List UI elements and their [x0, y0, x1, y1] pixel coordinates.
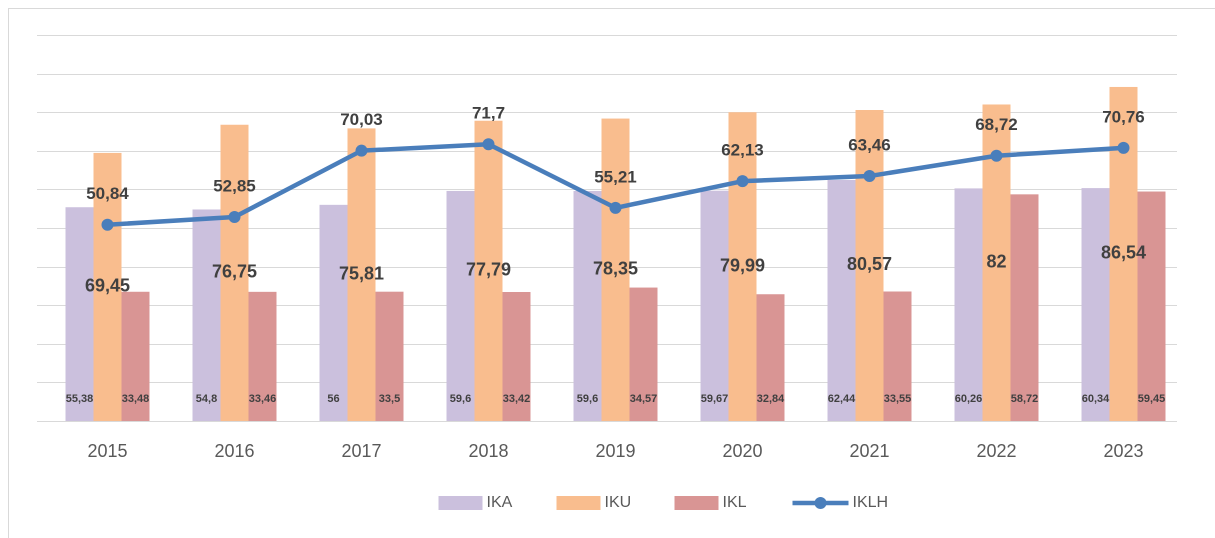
line-marker [101, 218, 114, 231]
data-label: 62,44 [828, 393, 856, 405]
bar [700, 190, 729, 421]
legend: IKA IKU IKL IKLH [438, 494, 889, 511]
bar [319, 204, 348, 421]
line-marker [863, 170, 876, 183]
data-label: 54,8 [196, 393, 217, 405]
line-data-label: 50,84 [86, 184, 129, 203]
line-data-label: 70,76 [1102, 107, 1145, 126]
data-label: 59,67 [701, 393, 729, 405]
data-label: 33,55 [884, 393, 912, 405]
bar [855, 109, 884, 421]
bar [93, 152, 122, 421]
data-label: 59,45 [1138, 393, 1166, 405]
bar [446, 190, 475, 421]
line-data-label: 70,03 [340, 110, 383, 129]
bar [1010, 194, 1039, 421]
data-label: 33,46 [249, 393, 277, 405]
legend-label: IKLH [853, 494, 889, 511]
data-label: 33,42 [503, 393, 531, 405]
line-data-label: 55,21 [594, 167, 637, 186]
bar [220, 124, 249, 422]
data-label: 60,34 [1082, 393, 1110, 405]
data-label: 56 [327, 393, 339, 405]
x-tick-label: 2017 [341, 441, 381, 461]
bar [192, 209, 221, 421]
bar [375, 291, 404, 421]
line-marker [1117, 141, 1130, 154]
line-data-label: 63,46 [848, 136, 891, 155]
x-tick-label: 2015 [87, 441, 127, 461]
line-marker [736, 175, 749, 188]
data-label: 69,45 [85, 276, 130, 296]
data-label: 78,35 [593, 259, 638, 279]
bar [121, 291, 150, 421]
bar [502, 291, 531, 421]
line-marker [355, 144, 368, 157]
x-tick-label: 2019 [595, 441, 635, 461]
x-tick-label: 2022 [976, 441, 1016, 461]
data-label: 76,75 [212, 262, 257, 282]
line-data-label: 52,85 [213, 176, 256, 195]
data-label: 59,6 [450, 393, 471, 405]
bar [756, 294, 785, 421]
data-label: 79,99 [720, 255, 765, 275]
line-marker [228, 210, 241, 223]
data-label: 33,48 [122, 393, 150, 405]
data-label: 32,84 [757, 393, 785, 405]
legend-label: IKL [723, 494, 747, 511]
legend-swatch [556, 496, 601, 510]
labels: 2015 55,38 69,45 33,48 2016 54,8 76,75 33,46 201… [66, 104, 1166, 461]
bar [827, 179, 856, 421]
bars [65, 86, 1166, 422]
bar [474, 120, 503, 422]
data-label: 77,79 [466, 260, 511, 280]
legend-label: IKA [487, 494, 513, 511]
bar [1137, 191, 1166, 421]
bar [65, 207, 94, 421]
data-label: 75,81 [339, 263, 384, 283]
data-label: 60,26 [955, 393, 983, 405]
line-data-label: 68,72 [975, 115, 1018, 134]
line-marker [482, 138, 495, 151]
bar [601, 118, 630, 421]
bar [728, 112, 757, 422]
x-tick-label: 2018 [468, 441, 508, 461]
legend-swatch [674, 496, 719, 510]
data-label: 34,57 [630, 393, 658, 405]
x-tick-label: 2020 [722, 441, 762, 461]
bar [573, 190, 602, 421]
line-data-label: 71,7 [472, 104, 505, 123]
chart-frame [8, 8, 1215, 538]
data-label: 80,57 [847, 254, 892, 274]
x-tick-label: 2021 [849, 441, 889, 461]
bar [629, 287, 658, 421]
data-label: 86,54 [1101, 243, 1146, 263]
data-label: 82 [986, 251, 1006, 271]
data-label: 55,38 [66, 393, 94, 405]
bar [248, 291, 277, 421]
x-tick-label: 2016 [214, 441, 254, 461]
line-marker [609, 201, 622, 214]
data-label: 59,6 [577, 393, 598, 405]
bar [1081, 188, 1110, 421]
bar [347, 128, 376, 421]
bar [954, 188, 983, 421]
line-data-label: 62,13 [721, 141, 764, 160]
line-marker [990, 149, 1003, 162]
legend-label: IKU [605, 494, 632, 511]
x-tick-label: 2023 [1103, 441, 1143, 461]
data-label: 58,72 [1011, 393, 1039, 405]
bar [883, 291, 912, 421]
legend-swatch [438, 496, 483, 510]
line-layer [101, 138, 1130, 231]
legend-swatch [814, 497, 827, 509]
data-label: 33,5 [379, 393, 400, 405]
